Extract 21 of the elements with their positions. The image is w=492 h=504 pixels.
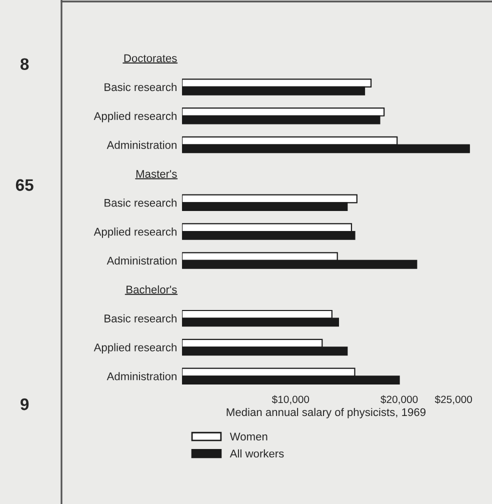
legend-label: All workers [230, 449, 284, 458]
y-tick-label: Basic research [104, 314, 176, 322]
y-tick-label: Doctorates [124, 54, 177, 62]
x-tick-label: $20,000 [380, 395, 418, 404]
y-tick-label: Basic research [104, 82, 176, 92]
text: 9 [20, 398, 29, 410]
legend-label: Women [230, 432, 268, 441]
y-tick-label: Master's [136, 170, 177, 178]
y-tick-label: Applied research [94, 343, 176, 354]
x-axis-title: Median annual salary of physicists, 1969 [226, 408, 426, 418]
y-tick-label: Administration [106, 372, 176, 380]
y-tick-label: Administration [106, 256, 176, 265]
y-tick-label: Applied research [94, 228, 176, 238]
y-tick-label: Bachelor's [126, 285, 177, 294]
text: 8 [20, 58, 29, 70]
text: 65 [16, 179, 34, 191]
y-tick-label: Administration [106, 140, 176, 149]
x-tick-label: $25,000 [434, 395, 472, 404]
y-tick-label: Applied research [94, 112, 176, 122]
x-tick-label: $10,000 [272, 395, 310, 404]
y-tick-label: Basic research [104, 198, 176, 207]
